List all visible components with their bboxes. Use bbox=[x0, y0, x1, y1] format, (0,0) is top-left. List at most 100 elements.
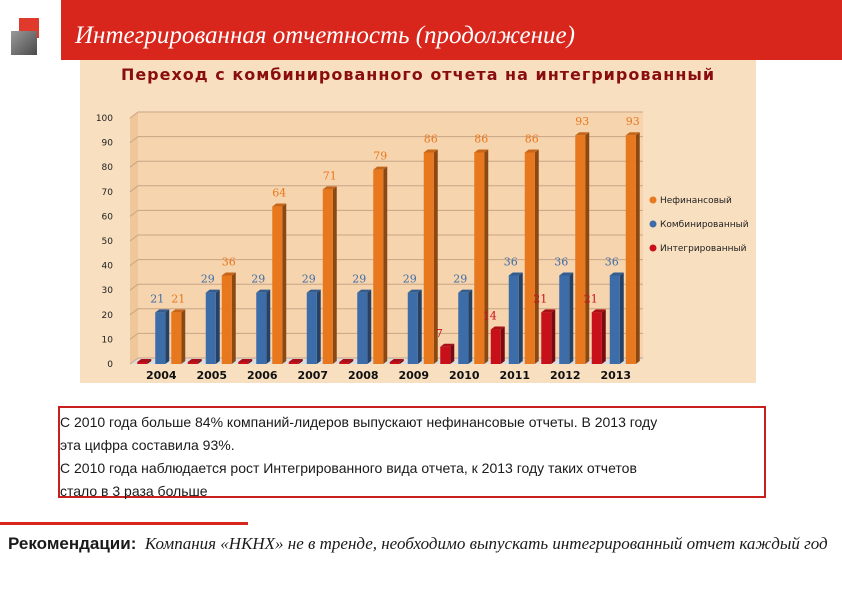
bar-integrated bbox=[288, 362, 299, 364]
decor-square-gray bbox=[11, 31, 37, 55]
bar-nonfinancial-side bbox=[383, 166, 388, 364]
data-label-integrated: 7 bbox=[436, 327, 443, 340]
bar-nonfinancial bbox=[322, 189, 333, 364]
gridline-side bbox=[129, 185, 139, 193]
bar-combined-top bbox=[508, 272, 523, 276]
bar-chart: Переход с комбинированного отчета на инт… bbox=[96, 65, 749, 382]
data-label-combined: 29 bbox=[302, 273, 316, 286]
gridline-side bbox=[129, 160, 139, 168]
bar-integrated-side bbox=[500, 326, 505, 364]
x-tick-label: 2008 bbox=[348, 369, 379, 382]
bar-combined-side bbox=[619, 272, 624, 364]
title-bar bbox=[61, 0, 842, 60]
bar-nonfinancial bbox=[625, 135, 636, 364]
bar-nonfinancial-top bbox=[625, 132, 640, 136]
data-label-combined: 29 bbox=[352, 273, 366, 286]
bar-nonfinancial-top bbox=[474, 149, 489, 153]
data-label-integrated: 14 bbox=[483, 310, 497, 323]
bar-integrated bbox=[137, 362, 148, 364]
summary-box: С 2010 года больше 84% компаний-лидеров … bbox=[58, 406, 766, 499]
gridline-side bbox=[129, 234, 139, 242]
bar-combined bbox=[357, 292, 368, 364]
bar-combined-side bbox=[367, 289, 372, 364]
summary-line-1: С 2010 года больше 84% компаний-лидеров … bbox=[60, 414, 658, 430]
gridline-side bbox=[129, 259, 139, 267]
x-tick-label: 2010 bbox=[449, 369, 480, 382]
bar-nonfinancial-side bbox=[433, 149, 438, 364]
bar-integrated bbox=[490, 329, 501, 364]
summary-line-3: С 2010 года наблюдается рост Интегрирова… bbox=[60, 460, 637, 476]
bar-nonfinancial-top bbox=[575, 132, 590, 136]
bar-combined-top bbox=[155, 309, 170, 313]
legend-marker bbox=[649, 244, 657, 252]
data-label-integrated: 21 bbox=[533, 292, 547, 305]
bar-nonfinancial bbox=[524, 152, 535, 364]
gridline-side bbox=[129, 357, 139, 365]
bar-combined-top bbox=[306, 289, 321, 293]
bar-combined bbox=[407, 292, 418, 364]
bar-nonfinancial-top bbox=[423, 149, 438, 153]
bar-integrated bbox=[187, 362, 198, 364]
summary-line-2: эта цифра составила 93%. bbox=[60, 437, 235, 453]
data-label-integrated: 21 bbox=[584, 292, 598, 305]
y-tick-label: 10 bbox=[102, 335, 114, 345]
summary-line-4: стало в 3 раза больше bbox=[60, 483, 208, 499]
bar-nonfinancial-side bbox=[585, 132, 590, 364]
legend-marker bbox=[649, 220, 657, 228]
bar-combined-top bbox=[407, 289, 422, 293]
bar-integrated bbox=[389, 362, 400, 364]
data-label-combined: 36 bbox=[554, 255, 568, 268]
recommendation-label: Рекомендации: bbox=[8, 534, 137, 553]
bar-combined-side bbox=[215, 289, 220, 364]
bar-integrated-side bbox=[298, 359, 303, 364]
y-tick-label: 80 bbox=[102, 163, 114, 173]
bar-combined bbox=[609, 275, 620, 364]
bar-integrated-top bbox=[238, 359, 253, 362]
data-label-nonfinancial: 86 bbox=[424, 132, 438, 145]
x-tick-label: 2007 bbox=[297, 369, 328, 382]
bar-nonfinancial bbox=[373, 169, 384, 364]
data-label-nonfinancial: 36 bbox=[222, 255, 236, 268]
data-label-combined: 29 bbox=[201, 273, 215, 286]
gridline-side bbox=[129, 136, 139, 143]
y-tick-label: 70 bbox=[102, 188, 114, 198]
bar-integrated-top bbox=[137, 359, 152, 362]
bar-integrated-top bbox=[591, 309, 606, 313]
bar-combined-top bbox=[458, 289, 473, 293]
bar-combined bbox=[306, 292, 317, 364]
x-tick-label: 2013 bbox=[600, 369, 631, 382]
data-label-nonfinancial: 86 bbox=[525, 132, 539, 145]
y-tick-label: 40 bbox=[102, 262, 114, 272]
bar-integrated-side bbox=[197, 359, 202, 364]
bar-combined-top bbox=[256, 289, 271, 293]
x-tick-label: 2012 bbox=[550, 369, 581, 382]
y-tick-label: 90 bbox=[102, 139, 114, 149]
bar-combined bbox=[559, 275, 570, 364]
data-label-nonfinancial: 86 bbox=[474, 132, 488, 145]
bar-integrated-side bbox=[450, 343, 455, 364]
data-label-combined: 29 bbox=[251, 273, 265, 286]
recommendation-text: Рекомендации: Компания «НКНХ» не в тренд… bbox=[8, 532, 838, 556]
bar-integrated-side bbox=[248, 359, 253, 364]
bar-nonfinancial bbox=[171, 312, 182, 364]
gridline-side bbox=[129, 308, 139, 316]
bar-nonfinancial-top bbox=[524, 149, 539, 153]
bar-integrated-side bbox=[147, 359, 152, 364]
gridline-side bbox=[129, 283, 139, 291]
x-tick-label: 2004 bbox=[146, 369, 177, 382]
bar-integrated-top bbox=[389, 359, 404, 362]
bar-combined bbox=[458, 292, 469, 364]
bar-combined bbox=[256, 292, 267, 364]
bar-combined-side bbox=[417, 289, 422, 364]
bar-combined bbox=[155, 312, 166, 364]
x-tick-label: 2011 bbox=[499, 369, 530, 382]
y-tick-label: 100 bbox=[96, 114, 113, 124]
bar-nonfinancial-top bbox=[322, 186, 337, 190]
bar-integrated-top bbox=[541, 309, 556, 313]
data-label-combined: 29 bbox=[453, 273, 467, 286]
bar-combined-top bbox=[205, 289, 220, 293]
chart-panel: Переход с комбинированного отчета на инт… bbox=[80, 60, 756, 383]
bar-integrated-side bbox=[399, 359, 404, 364]
data-label-nonfinancial: 64 bbox=[272, 187, 286, 200]
bar-integrated-top bbox=[187, 359, 202, 362]
